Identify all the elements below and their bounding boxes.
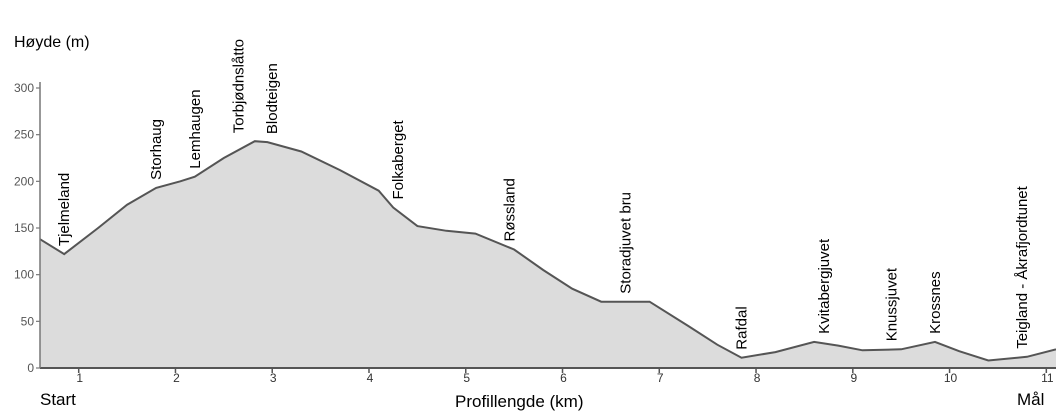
place-label: Røssland (501, 178, 518, 241)
place-label: Tjelmeland (56, 173, 73, 246)
place-label: Rafdal (734, 306, 751, 349)
place-label: Teigland - Åkrafjordtunet (1014, 185, 1031, 348)
x-tick-label: 6 (560, 371, 567, 385)
x-tick-label: 10 (944, 371, 958, 385)
elevation-area (40, 141, 1056, 368)
y-tick-label: 250 (14, 128, 34, 142)
place-label: Krossnes (927, 271, 944, 334)
y-tick-label: 0 (27, 361, 34, 375)
place-label: Torbjødnslåtto (230, 39, 247, 133)
place-labels: Tjelmeland Storhaug Lemhaugen Torbjødnslått… (56, 39, 1031, 350)
place-label: Kvitabergjuvet (816, 238, 833, 334)
y-tick-label: 300 (14, 81, 34, 95)
x-tick-label: 5 (463, 371, 470, 385)
x-tick-label: 3 (270, 371, 277, 385)
x-tick-label: 4 (367, 371, 374, 385)
elevation-line (39, 140, 1056, 362)
place-label: Storadjuvet bru (617, 192, 634, 294)
y-axis: 0 50 100 150 200 250 300 (14, 81, 41, 375)
y-tick-label: 200 (14, 174, 34, 188)
place-label: Storhaug (148, 119, 165, 180)
start-label: Start (40, 390, 76, 409)
x-tick-label: 9 (850, 371, 857, 385)
y-tick-label: 150 (14, 221, 34, 235)
x-tick-label: 7 (657, 371, 664, 385)
y-tick-label: 50 (21, 314, 35, 328)
x-tick-label: 2 (173, 371, 180, 385)
place-label: Folkaberget (390, 119, 407, 199)
x-tick-label: 1 (76, 371, 83, 385)
x-tick-label: 11 (1041, 371, 1054, 385)
x-axis: 1 2 3 4 5 6 7 8 9 10 11 (40, 367, 1056, 385)
place-label: Blodteigen (264, 63, 281, 134)
end-label: Mål (1017, 390, 1045, 409)
y-axis-title: Høyde (m) (14, 34, 90, 51)
x-tick-label: 8 (754, 371, 761, 385)
x-axis-title: Profillengde (km) (455, 392, 584, 411)
place-label: Lemhaugen (187, 89, 204, 168)
place-label: Knussjuvet (884, 267, 901, 341)
y-tick-label: 100 (14, 268, 34, 282)
